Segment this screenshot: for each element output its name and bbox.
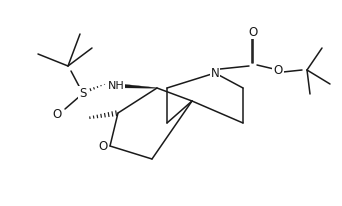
Polygon shape	[122, 84, 157, 88]
Text: NH: NH	[108, 81, 124, 91]
Text: O: O	[98, 139, 108, 152]
Text: N: N	[211, 67, 219, 80]
Text: O: O	[248, 26, 258, 39]
Text: S: S	[79, 87, 87, 99]
Text: O: O	[52, 108, 62, 121]
Text: O: O	[273, 63, 282, 76]
